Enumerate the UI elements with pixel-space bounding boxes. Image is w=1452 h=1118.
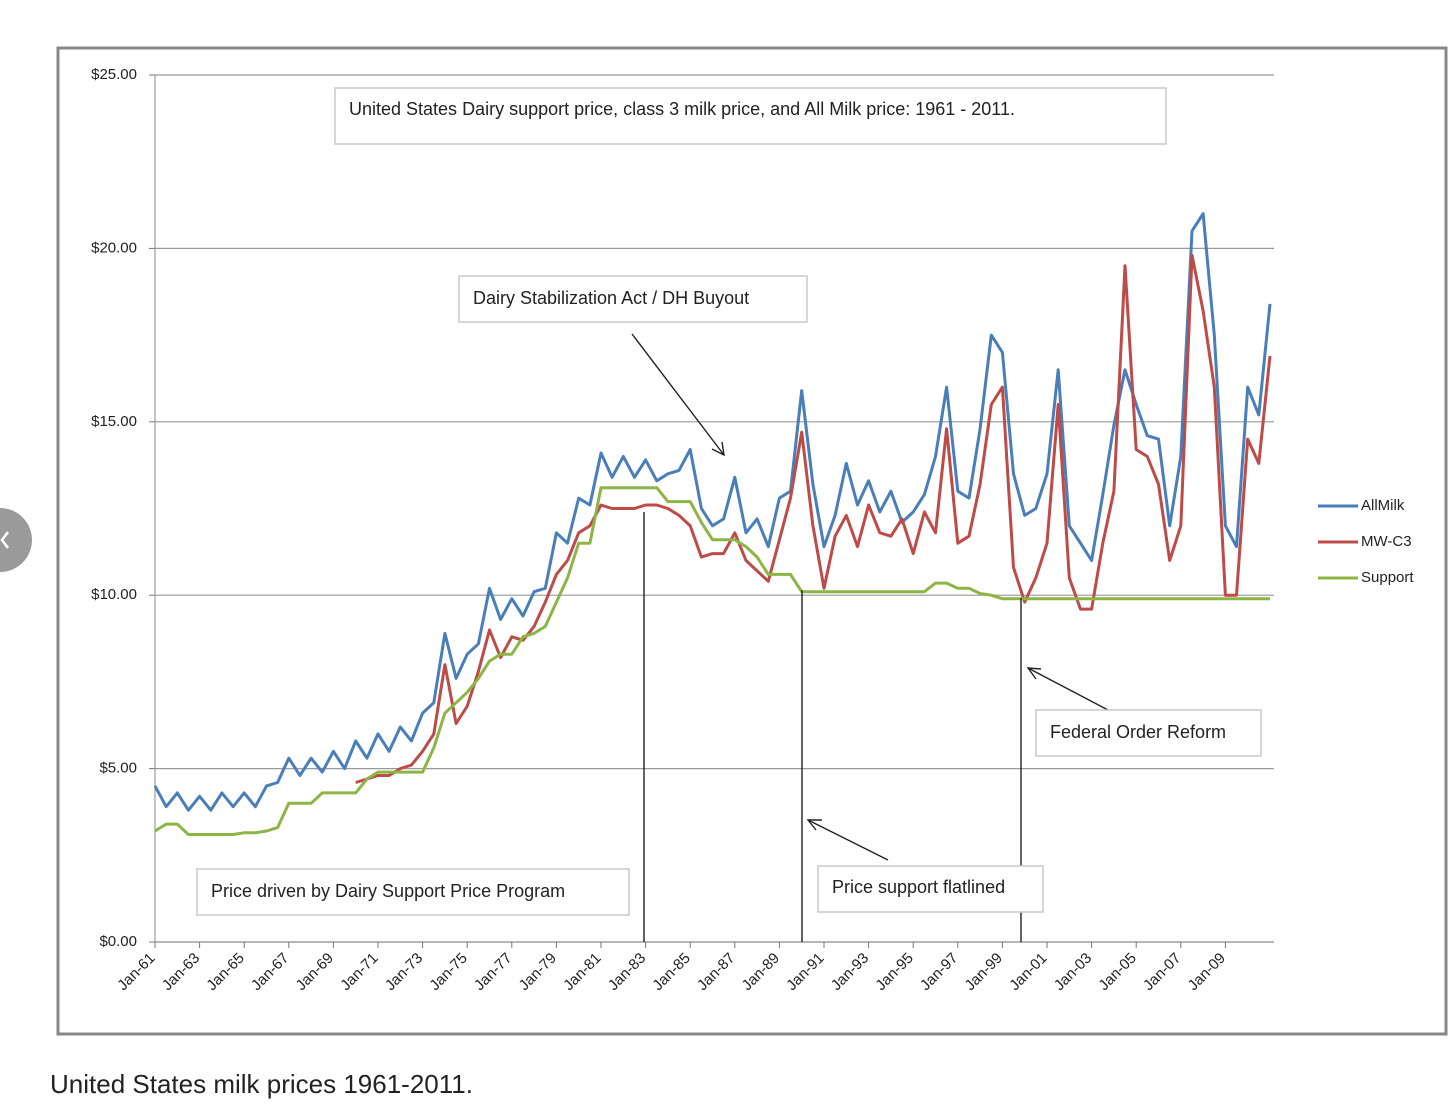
chart-title: United States Dairy support price, class… <box>349 99 1015 119</box>
legend-label: MW-C3 <box>1361 533 1412 550</box>
legend-label: Support <box>1361 569 1414 586</box>
legend-label: AllMilk <box>1361 497 1405 514</box>
y-tick-label: $20.00 <box>91 239 137 256</box>
y-tick-label: $25.00 <box>91 66 137 83</box>
annotation: Price driven by Dairy Support Price Prog… <box>211 881 565 901</box>
annotation-boxes <box>196 87 1262 916</box>
annotation: Price support flatlined <box>832 877 1005 897</box>
nav-button[interactable] <box>0 508 32 572</box>
y-tick-label: $0.00 <box>99 933 137 950</box>
series-line <box>153 212 1272 812</box>
series-line <box>355 253 1272 784</box>
annotation: Federal Order Reform <box>1050 722 1226 742</box>
y-tick-label: $15.00 <box>91 413 137 430</box>
series-line <box>154 486 1270 836</box>
caption: United States milk prices 1961-2011. <box>50 1069 473 1099</box>
y-tick-label: $5.00 <box>99 760 137 777</box>
annotation: Dairy Stabilization Act / DH Buyout <box>473 288 749 308</box>
lines <box>153 212 1272 836</box>
annotation-lines <box>631 333 1109 942</box>
y-tick-label: $10.00 <box>91 586 137 603</box>
legend: AllMilk MW-C3 Support <box>1318 497 1414 586</box>
